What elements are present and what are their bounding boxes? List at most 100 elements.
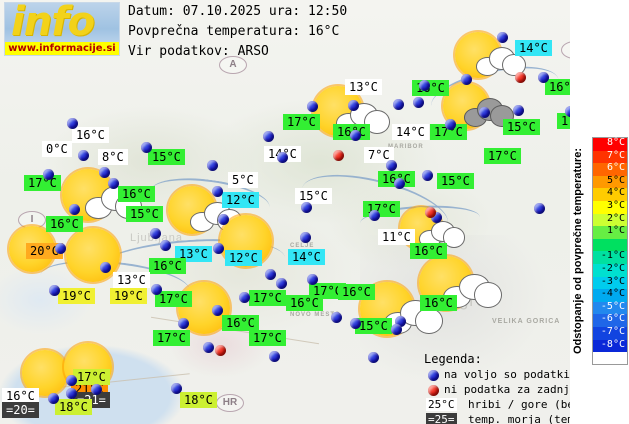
temperature-label[interactable]: 12°C [222, 192, 259, 208]
temperature-label[interactable]: 8°C [98, 149, 128, 165]
temperature-label[interactable]: 15°C [148, 149, 185, 165]
temperature-label[interactable]: 0°C [42, 141, 72, 157]
station-dot-available[interactable] [212, 305, 223, 316]
station-dot-available[interactable] [239, 292, 250, 303]
station-dot-missing[interactable] [425, 207, 436, 218]
temperature-label[interactable]: 16°C [118, 186, 155, 202]
station-dot-available[interactable] [419, 80, 430, 91]
temperature-label[interactable]: 15°C [503, 119, 540, 135]
temperature-label[interactable]: 19°C [58, 288, 95, 304]
temperature-label[interactable]: 18°C [55, 399, 92, 415]
station-dot-available[interactable] [513, 105, 524, 116]
informacije-logo[interactable]: info www.informacije.si [4, 2, 120, 56]
temperature-label[interactable]: 14°C [392, 124, 429, 140]
station-dot-available[interactable] [300, 232, 311, 243]
station-dot-available[interactable] [391, 324, 402, 335]
station-dot-available[interactable] [307, 101, 318, 112]
station-dot-available[interactable] [413, 97, 424, 108]
station-dot-missing[interactable] [515, 72, 526, 83]
station-dot-missing[interactable] [333, 150, 344, 161]
station-dot-available[interactable] [393, 99, 404, 110]
station-dot-available[interactable] [369, 210, 380, 221]
temperature-label[interactable]: 16°C [420, 295, 457, 311]
station-dot-available[interactable] [461, 74, 472, 85]
station-dot-available[interactable] [108, 178, 119, 189]
station-dot-available[interactable] [368, 352, 379, 363]
temperature-label[interactable]: 17°C [155, 291, 192, 307]
station-dot-available[interactable] [301, 202, 312, 213]
station-dot-available[interactable] [48, 393, 59, 404]
temperature-label[interactable]: 15°C [355, 318, 392, 334]
station-dot-available[interactable] [171, 383, 182, 394]
station-dot-available[interactable] [565, 106, 570, 117]
temperature-label[interactable]: 16°C [412, 80, 449, 96]
temperature-label[interactable]: 17°C [484, 148, 521, 164]
temperature-label[interactable]: 17°C [249, 290, 286, 306]
temperature-label[interactable]: 17°C [24, 175, 61, 191]
temperature-label[interactable]: 16°C [286, 295, 323, 311]
station-dot-available[interactable] [49, 285, 60, 296]
station-dot-available[interactable] [99, 167, 110, 178]
station-dot-available[interactable] [151, 284, 162, 295]
station-dot-available[interactable] [395, 316, 406, 327]
temperature-label[interactable]: 7°C [364, 147, 394, 163]
station-dot-available[interactable] [160, 240, 171, 251]
station-dot-available[interactable] [350, 318, 361, 329]
station-dot-available[interactable] [394, 178, 405, 189]
station-dot-missing[interactable] [215, 345, 226, 356]
temperature-label[interactable]: 13°C [345, 79, 382, 95]
station-dot-available[interactable] [212, 186, 223, 197]
station-dot-available[interactable] [43, 169, 54, 180]
station-dot-available[interactable] [218, 214, 229, 225]
station-dot-available[interactable] [67, 118, 78, 129]
temperature-label[interactable]: 18°C [180, 392, 217, 408]
station-dot-available[interactable] [277, 152, 288, 163]
temperature-label[interactable]: 17°C [557, 113, 570, 129]
temperature-label[interactable]: 14°C [515, 40, 552, 56]
temperature-label[interactable]: 17°C [73, 369, 110, 385]
temperature-label[interactable]: 16°C [222, 315, 259, 331]
station-dot-available[interactable] [538, 72, 549, 83]
station-dot-available[interactable] [141, 142, 152, 153]
station-dot-available[interactable] [91, 384, 102, 395]
station-dot-available[interactable] [431, 212, 442, 223]
temperature-label[interactable]: 19°C [110, 288, 147, 304]
temperature-label[interactable]: 16°C [338, 284, 375, 300]
temperature-label[interactable]: =20= [2, 402, 39, 418]
station-dot-available[interactable] [386, 160, 397, 171]
temperature-label[interactable]: 16°C [545, 79, 570, 95]
station-dot-available[interactable] [100, 262, 111, 273]
station-dot-available[interactable] [276, 278, 287, 289]
temperature-label[interactable]: 17°C [430, 124, 467, 140]
station-dot-available[interactable] [55, 243, 66, 254]
station-dot-available[interactable] [178, 318, 189, 329]
temperature-label[interactable]: 16°C [410, 243, 447, 259]
temperature-label[interactable]: 17°C [249, 330, 286, 346]
station-dot-available[interactable] [307, 274, 318, 285]
temperature-label[interactable]: 16°C [72, 127, 109, 143]
station-dot-available[interactable] [265, 269, 276, 280]
temperature-label[interactable]: 14°C [288, 249, 325, 265]
station-dot-available[interactable] [331, 312, 342, 323]
station-dot-available[interactable] [348, 100, 359, 111]
station-dot-available[interactable] [203, 342, 214, 353]
temperature-label[interactable]: 5°C [228, 172, 258, 188]
temperature-label[interactable]: 17°C [153, 330, 190, 346]
station-dot-available[interactable] [269, 351, 280, 362]
station-dot-available[interactable] [150, 228, 161, 239]
temperature-label[interactable]: 15°C [295, 188, 332, 204]
temperature-label[interactable]: 16°C [2, 388, 39, 404]
station-dot-available[interactable] [207, 160, 218, 171]
station-dot-available[interactable] [479, 107, 490, 118]
slovenia-weather-map[interactable]: KRANJLjubljanaNOVO MESTOZagrebCELJEMARIB… [0, 0, 570, 424]
temperature-label[interactable]: 20°C [26, 243, 63, 259]
temperature-label[interactable]: 12°C [225, 250, 262, 266]
station-dot-available[interactable] [213, 243, 224, 254]
station-dot-available[interactable] [497, 32, 508, 43]
station-dot-available[interactable] [445, 119, 456, 130]
station-dot-available[interactable] [422, 170, 433, 181]
station-dot-available[interactable] [263, 131, 274, 142]
station-dot-available[interactable] [66, 388, 77, 399]
station-dot-available[interactable] [66, 375, 77, 386]
temperature-label[interactable]: 16°C [149, 258, 186, 274]
